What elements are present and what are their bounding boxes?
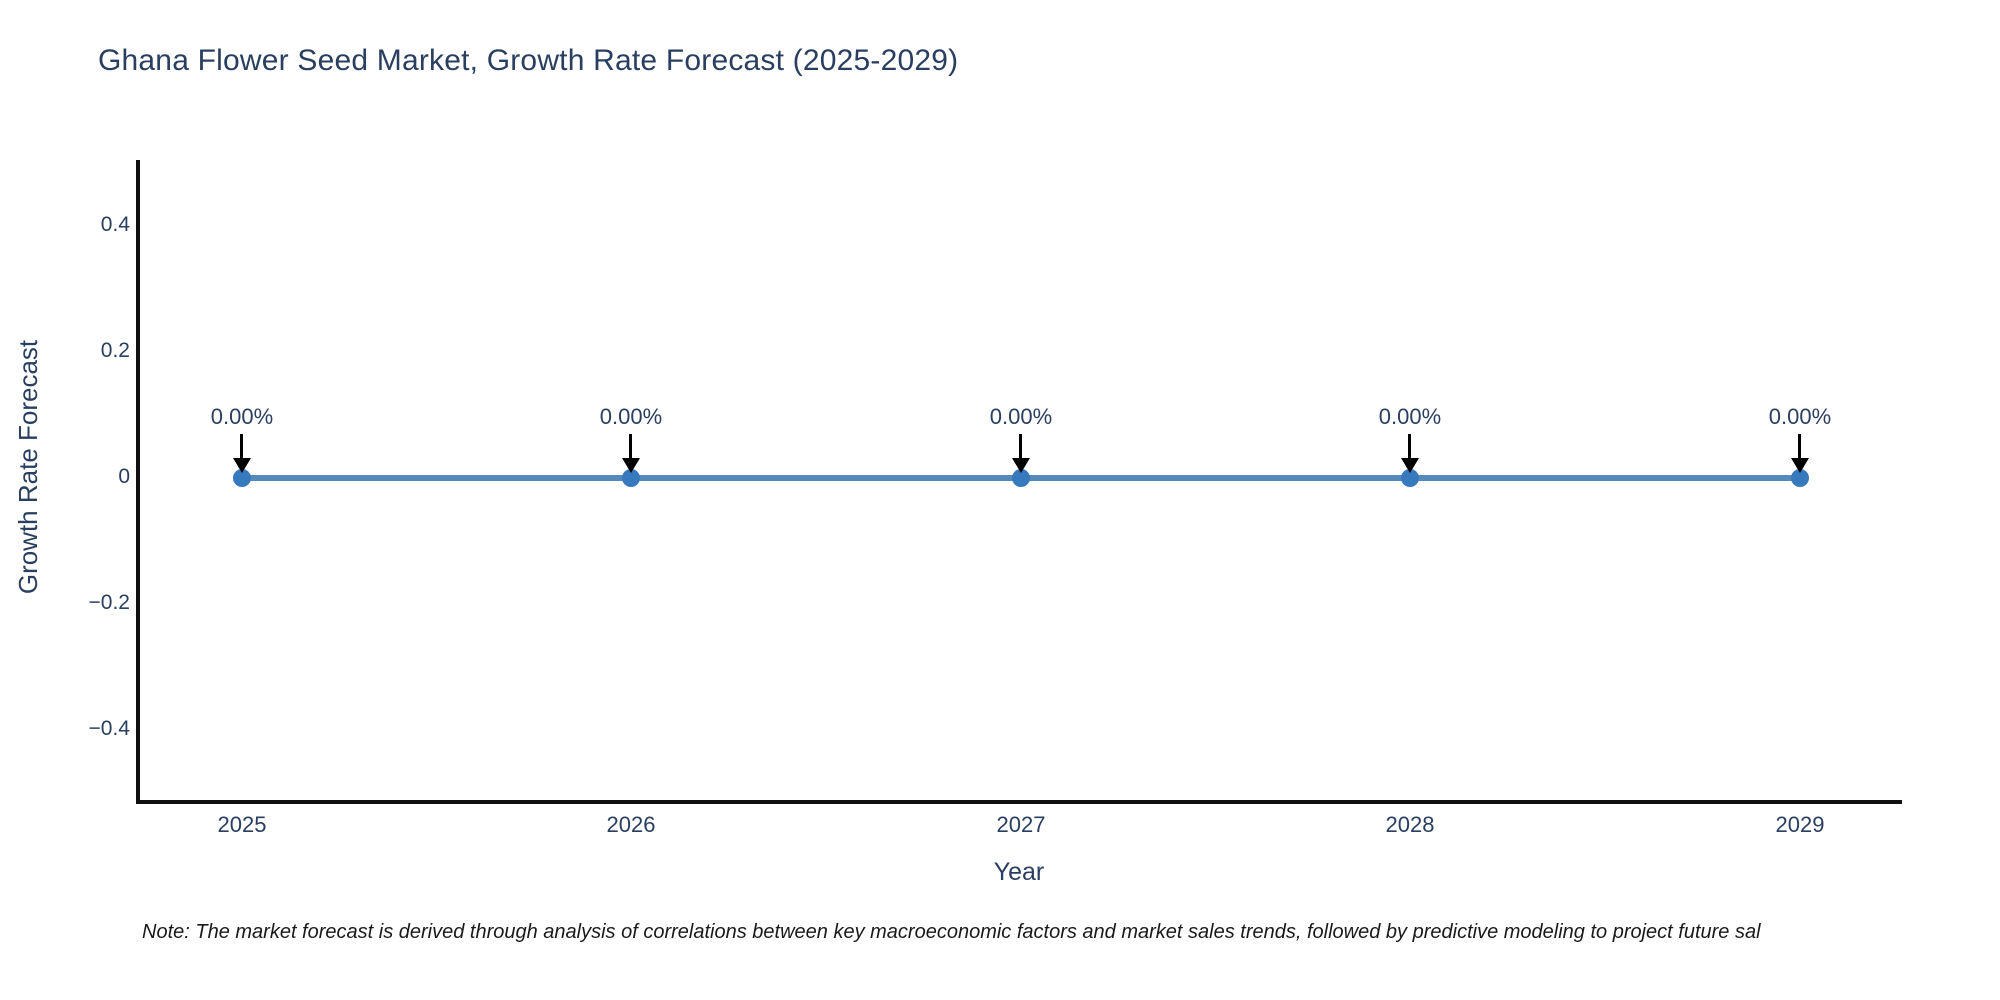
- annotation-label-2028: 0.00%: [1378, 404, 1442, 429]
- x-tick-label: 2025: [217, 812, 267, 837]
- data-point-marker-2027[interactable]: [1012, 469, 1030, 487]
- down-arrow-icon: [233, 458, 251, 473]
- annotation-arrow-line: [629, 434, 632, 460]
- footnote: Note: The market forecast is derived thr…: [142, 921, 1761, 943]
- annotation-label-2027: 0.00%: [989, 404, 1053, 429]
- data-point-marker-2025[interactable]: [233, 469, 251, 487]
- annotation-arrow-line: [1019, 434, 1022, 460]
- annotation-arrow-line: [240, 434, 243, 460]
- annotation-arrow-line: [1798, 434, 1801, 460]
- data-point-marker-2028[interactable]: [1401, 469, 1419, 487]
- down-arrow-icon: [1012, 458, 1030, 473]
- data-point-marker-2029[interactable]: [1791, 469, 1809, 487]
- x-tick-label: 2026: [606, 812, 656, 837]
- down-arrow-icon: [1401, 458, 1419, 473]
- y-tick-label: −0.2: [88, 591, 130, 614]
- annotation-label-2029: 0.00%: [1768, 404, 1832, 429]
- y-tick-label: −0.4: [88, 717, 130, 740]
- x-tick-label: 2027: [996, 812, 1046, 837]
- x-axis-title: Year: [993, 858, 1045, 886]
- x-tick-label: 2029: [1775, 812, 1825, 837]
- y-axis-line: [136, 160, 140, 804]
- data-point-marker-2026[interactable]: [622, 469, 640, 487]
- y-axis-title: Growth Rate Forecast: [13, 339, 43, 595]
- x-tick-label: 2028: [1385, 812, 1435, 837]
- y-tick-label: 0.4: [100, 213, 130, 236]
- annotation-label-2025: 0.00%: [210, 404, 274, 429]
- y-tick-label: 0.2: [100, 339, 130, 362]
- annotation-label-2026: 0.00%: [599, 404, 663, 429]
- down-arrow-icon: [622, 458, 640, 473]
- x-axis-line: [136, 800, 1902, 804]
- annotation-arrow-line: [1408, 434, 1411, 460]
- chart-title: Ghana Flower Seed Market, Growth Rate Fo…: [98, 44, 959, 77]
- y-tick-label: 0: [118, 465, 130, 488]
- down-arrow-icon: [1791, 458, 1809, 473]
